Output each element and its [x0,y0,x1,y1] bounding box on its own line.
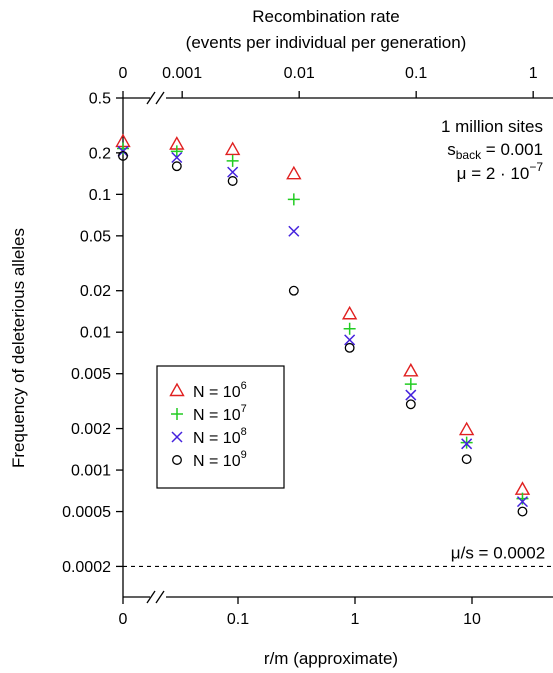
point-series1-4 [343,307,356,319]
point-series1-3 [287,167,300,179]
y-tick-label-9: 0.0005 [62,504,111,521]
point-series1-7 [516,483,529,495]
y-tick-label-6: 0.005 [71,366,111,383]
legend-label-3: N = 108 [193,426,247,447]
y-tick-label-10: 0.0002 [62,559,111,576]
point-series4-5 [407,400,416,409]
annotation-sback: sback = 0.001 [447,140,543,162]
point-series4-6 [462,455,471,464]
y-tick-label-7: 0.002 [71,421,111,438]
point-series2-5 [405,378,417,390]
point-series3-5 [406,390,416,400]
bottom-tick-label-1: 0.1 [227,611,249,628]
bottom-tick-label-0: 0 [119,611,128,628]
point-series4-3 [290,286,299,295]
y-tick-label-4: 0.02 [80,283,111,300]
y-tick-label-0: 0.5 [89,91,111,108]
point-series1-2 [226,143,239,155]
point-series2-4 [344,323,356,335]
point-series1-5 [404,364,417,376]
point-series1-6 [460,423,473,435]
legend-label-4: N = 109 [193,449,247,470]
top-tick-label-1: 0.001 [162,65,202,82]
point-series3-3 [289,226,299,236]
x-axis-title: r/m (approximate) [264,649,398,668]
annotation-mu: μ = 2 · 10−7 [457,160,544,183]
point-series2-2 [227,155,239,167]
y-tick-label-1: 0.2 [89,145,111,162]
y-tick-label-3: 0.05 [80,228,111,245]
y-tick-label-2: 0.1 [89,187,111,204]
point-series4-2 [228,177,237,186]
bottom-tick-label-2: 1 [351,611,360,628]
top-tick-label-3: 0.1 [405,65,427,82]
point-series4-1 [173,162,182,171]
top-tick-label-4: 1 [529,65,538,82]
point-series3-2 [228,167,238,177]
top-axis-title-line1: Recombination rate [252,7,399,26]
point-series2-1 [171,145,183,157]
point-series4-7 [518,507,527,516]
point-series2-3 [288,193,300,205]
y-tick-label-5: 0.01 [80,325,111,342]
point-series4-4 [345,344,354,353]
legend-label-1: N = 106 [193,380,247,401]
top-tick-label-2: 0.01 [284,65,315,82]
legend-label-2: N = 107 [193,403,247,424]
top-axis-title-line2: (events per individual per generation) [186,33,467,52]
y-axis-title: Frequency of deleterious alleles [9,228,28,468]
top-tick-label-0: 0 [119,65,128,82]
point-series2-6 [461,437,473,449]
reference-line-label: μ/s = 0.0002 [451,543,545,562]
y-tick-label-8: 0.001 [71,463,111,480]
bottom-tick-label-3: 10 [463,611,481,628]
annotation-sites: 1 million sites [441,117,543,136]
